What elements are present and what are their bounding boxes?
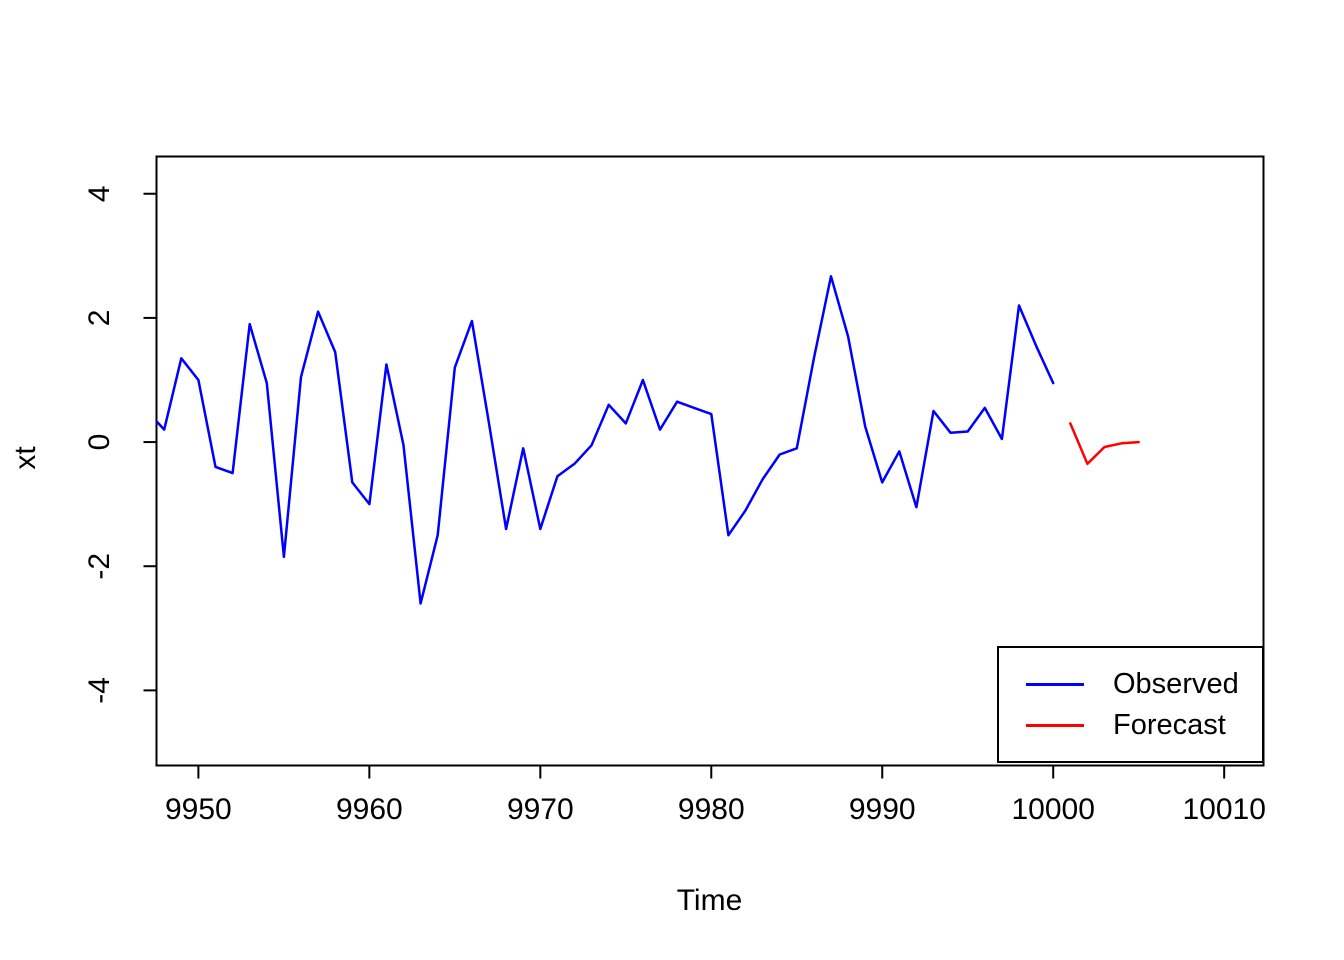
x-axis-title: Time [676,884,743,917]
observed-line [156,275,1055,605]
x-tick-label: 9950 [165,793,232,826]
y-tick-label: -4 [83,677,116,704]
y-tick-label: -2 [83,553,116,580]
plot-border [155,155,1265,767]
x-tick-label: 9960 [336,793,403,826]
y-tick-label: 4 [83,185,116,202]
legend-box: Observed Forecast [997,646,1264,763]
y-tick-label: 2 [83,310,116,327]
forecast-line-swatch [1026,723,1084,727]
legend-label-observed: Observed [1113,667,1239,700]
observed-line-swatch [1026,682,1084,686]
legend-label-forecast: Forecast [1113,708,1226,741]
y-axis-title: xt [9,446,42,470]
forecast-line [1069,422,1140,466]
x-tick-label: 9990 [849,793,916,826]
y-tick-label: 0 [83,434,116,451]
x-tick-label: 9980 [678,793,745,826]
legend-entry-observed: Observed [1026,667,1262,700]
x-tick-label: 9970 [507,793,574,826]
legend-entry-forecast: Forecast [1026,708,1262,741]
x-tick-label: 10000 [1011,793,1094,826]
x-tick-label: 10010 [1182,793,1265,826]
